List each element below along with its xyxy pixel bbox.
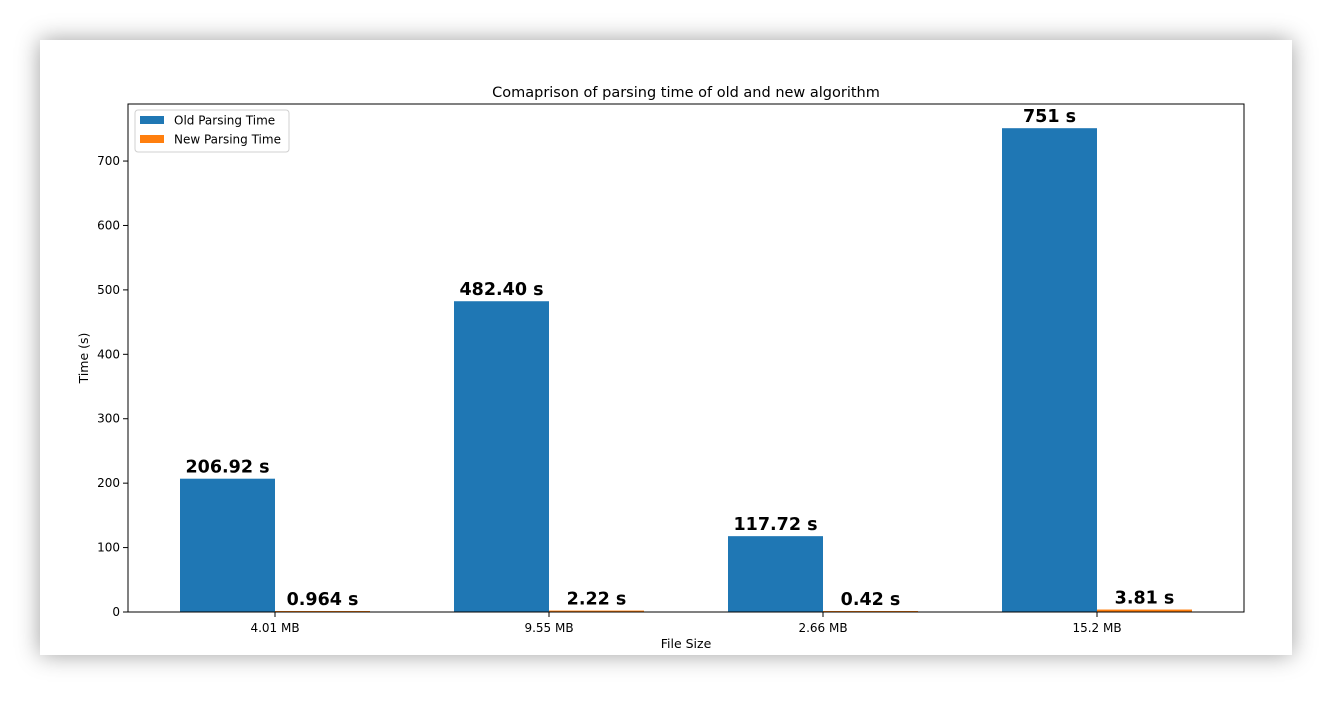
legend-box: [134, 109, 290, 153]
legend: Old Parsing Time New Parsing Time: [134, 109, 290, 153]
new-value-label: 2.22 s: [567, 590, 627, 610]
x-axis-label: File Size: [661, 636, 712, 651]
old-value-label: 117.72 s: [733, 515, 817, 535]
x-axis-ticks: 4.01 MB 9.55 MB 2.66 MB 15.2 MB: [250, 612, 1122, 635]
y-tick-label: 300: [97, 412, 120, 426]
new-value-label: 3.81 s: [1115, 589, 1175, 609]
chart-title: Comaprison of parsing time of old and ne…: [492, 85, 880, 101]
y-tick-label: 0: [112, 605, 120, 619]
figure-window: Comaprison of parsing time of old and ne…: [40, 40, 1292, 655]
y-tick-label: 600: [97, 218, 120, 232]
old-parsing-bar: [1002, 128, 1097, 612]
old-parsing-bar: [180, 478, 275, 612]
old-parsing-bar: [454, 301, 549, 612]
y-tick-label: 700: [97, 154, 120, 168]
x-tick-label: 4.01 MB: [250, 621, 299, 635]
legend-swatch: [140, 135, 164, 143]
old-parsing-bar: [728, 536, 823, 612]
y-axis-label: Time (s): [76, 333, 91, 385]
x-tick-label: 2.66 MB: [798, 621, 847, 635]
y-tick-label: 100: [97, 541, 120, 555]
bar-chart: Comaprison of parsing time of old and ne…: [76, 85, 1245, 651]
old-value-label: 482.40 s: [459, 280, 543, 300]
y-tick-label: 500: [97, 283, 120, 297]
new-parsing-bar: [549, 610, 644, 612]
x-tick-label: 9.55 MB: [524, 621, 573, 635]
y-tick-label: 400: [97, 347, 120, 361]
x-tick-label: 15.2 MB: [1072, 621, 1121, 635]
value-labels: 206.92 s 0.964 s 482.40 s 2.22 s 117.72 s 0.4…: [185, 107, 1174, 610]
y-axis-ticks: 0 100 200 300 400 500 600 700: [97, 154, 128, 619]
legend-label: Old Parsing Time: [174, 114, 275, 128]
new-parsing-bar: [1097, 609, 1192, 612]
new-value-label: 0.964 s: [287, 590, 359, 610]
y-tick-label: 200: [97, 476, 120, 490]
new-value-label: 0.42 s: [841, 590, 901, 610]
legend-swatch: [140, 116, 164, 124]
bars: [180, 128, 1192, 612]
plot-frame: [127, 103, 1245, 613]
old-value-label: 751 s: [1023, 107, 1076, 127]
legend-label: New Parsing Time: [174, 133, 281, 147]
old-value-label: 206.92 s: [185, 458, 269, 478]
